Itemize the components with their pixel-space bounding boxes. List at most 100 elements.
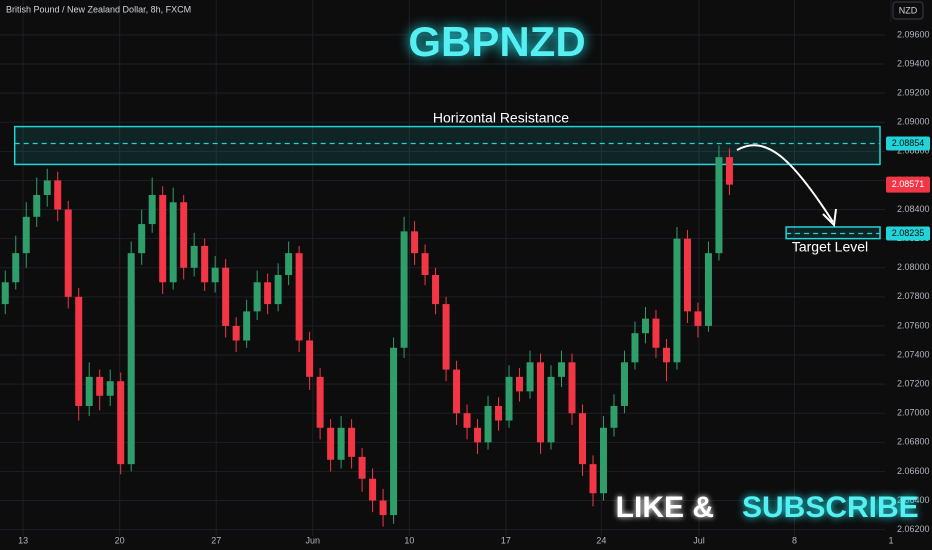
- cta-like: LIKE &: [616, 491, 714, 524]
- candle-body: [474, 427, 482, 443]
- x-tick-label: Jun: [306, 535, 321, 545]
- candle-body: [43, 180, 51, 195]
- candle-body: [421, 253, 429, 275]
- price-axis: 2.06200 2.06400 2.06600 2.06800 2.07000 2.072…: [18, 22, 932, 545]
- candle-body: [117, 381, 125, 465]
- y-tick-label: 2.07000: [897, 408, 930, 418]
- candle-body: [516, 376, 524, 392]
- candle-body: [662, 347, 670, 363]
- y-tick-label: 2.06600: [897, 466, 930, 476]
- candle-body: [715, 157, 723, 254]
- candle-body: [683, 238, 691, 312]
- candle-body: [211, 267, 219, 283]
- y-tick-label: 2.09600: [897, 29, 930, 39]
- candle-body: [537, 362, 545, 443]
- x-tick-label: 20: [115, 535, 125, 545]
- axis-background: [885, 22, 932, 538]
- currency-box[interactable]: [892, 1, 924, 20]
- candle-body: [274, 275, 282, 305]
- y-tick-label: 2.09400: [897, 58, 930, 68]
- currency-label[interactable]: NZD: [899, 5, 918, 15]
- candle-body: [641, 318, 649, 334]
- symbol-header: British Pound / New Zealand Dollar, 8h, …: [6, 4, 191, 14]
- candle-body: [589, 464, 597, 494]
- candle-body: [400, 231, 408, 348]
- chart-title: GBPNZD: [408, 18, 585, 65]
- candle-body: [285, 253, 293, 275]
- candle-body: [295, 253, 303, 341]
- candle-body: [85, 376, 93, 406]
- candle-body: [442, 304, 450, 370]
- candle-body: [138, 224, 146, 254]
- candle-body: [22, 216, 30, 254]
- candle-body: [190, 245, 198, 268]
- candle-body: [725, 157, 733, 185]
- level-tag: [886, 136, 930, 151]
- y-tick-label: 2.08400: [897, 204, 930, 214]
- y-tick-label: 2.09200: [897, 87, 930, 97]
- candle-body: [316, 376, 324, 428]
- y-tick-label: 2.07800: [897, 291, 930, 301]
- candle-body: [127, 253, 135, 465]
- candle-body: [379, 500, 387, 516]
- candle-body: [358, 456, 366, 479]
- candle-body: [222, 267, 230, 326]
- x-tick-label: 27: [211, 535, 221, 545]
- candle-body: [495, 405, 503, 421]
- candle-body: [673, 238, 681, 363]
- candle-body: [264, 282, 272, 305]
- candle-body: [579, 413, 586, 465]
- candle-body: [463, 413, 471, 428]
- candle-body: [369, 478, 377, 501]
- candle-body: [620, 362, 628, 406]
- arrow-head: [822, 208, 837, 228]
- candle-body: [243, 311, 251, 341]
- candle-body: [547, 376, 555, 443]
- level-tag: [886, 226, 930, 241]
- candle-body: [75, 296, 83, 406]
- candle-body: [148, 194, 156, 225]
- candle-body: [484, 405, 492, 443]
- candle-body: [568, 362, 576, 414]
- cta-subscribe: SUBSCRIBE: [742, 491, 919, 524]
- y-tick-label: 2.08800: [897, 146, 930, 156]
- y-tick-label: 2.07600: [897, 320, 930, 330]
- target-label: Target Level: [792, 239, 868, 255]
- level-tag-label: 2.08854: [892, 138, 925, 148]
- y-tick-label: 2.06200: [897, 524, 930, 534]
- x-tick-label: 10: [404, 535, 414, 545]
- y-tick-label: 2.08000: [897, 262, 930, 272]
- candle-body: [169, 202, 177, 283]
- candle-body: [453, 369, 461, 414]
- candle-body: [201, 245, 209, 283]
- candle-body: [610, 405, 618, 428]
- candle-body: [505, 376, 513, 421]
- y-tick-label: 2.09000: [897, 117, 930, 127]
- resistance-label: Horizontal Resistance: [433, 110, 569, 126]
- candle-body: [599, 427, 607, 494]
- candle-body: [1, 282, 9, 305]
- candle-body: [253, 282, 261, 312]
- y-tick-label: 2.07200: [897, 379, 930, 389]
- candle-body: [558, 362, 566, 377]
- projection-arrow: [736, 144, 834, 223]
- x-tick-label: 8: [792, 535, 797, 545]
- zone-box: [785, 226, 881, 240]
- x-tick-label: Jul: [693, 535, 705, 545]
- candle-body: [631, 333, 639, 363]
- candle-body: [526, 362, 534, 392]
- candle-body: [232, 325, 240, 341]
- candle-body: [411, 231, 419, 254]
- candle-body: [704, 253, 712, 326]
- candle-body: [106, 381, 114, 396]
- zone-box: [13, 125, 881, 166]
- x-tick-label: 1: [889, 535, 894, 545]
- y-tick-label: 2.06800: [897, 437, 930, 447]
- candle-body: [432, 275, 440, 305]
- candle-body: [54, 180, 62, 210]
- candle-body: [390, 347, 398, 516]
